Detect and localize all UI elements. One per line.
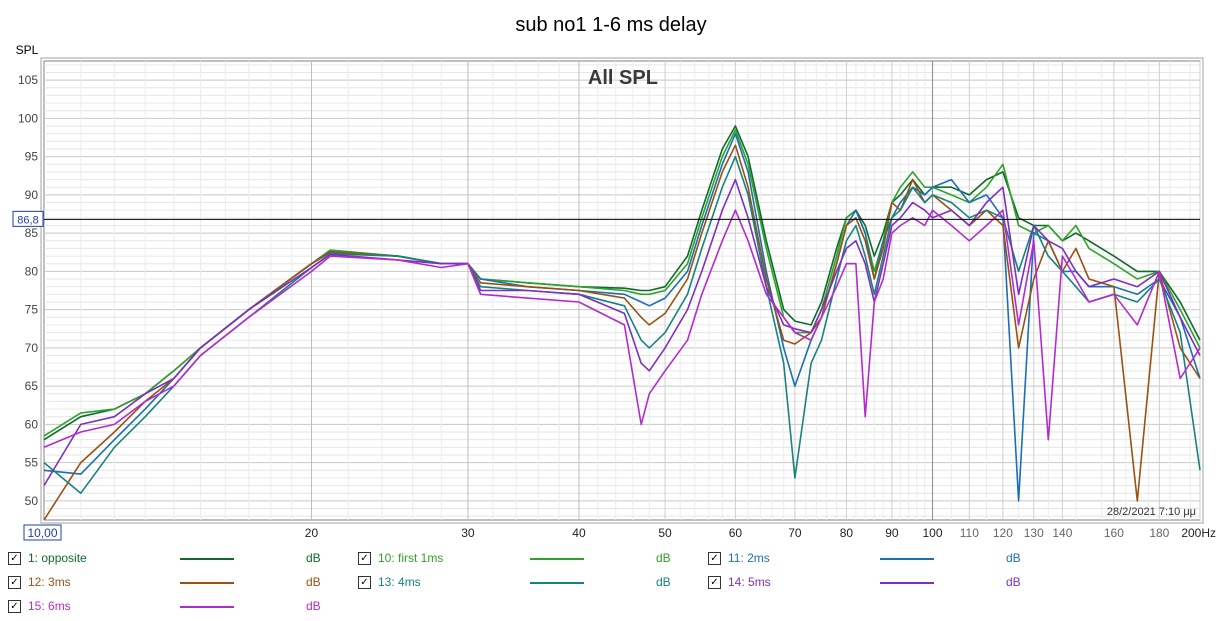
- legend-swatch: [180, 582, 234, 584]
- y-tick-label: 60: [25, 417, 39, 431]
- y-tick-label: 105: [18, 73, 38, 87]
- x-tick-label: 100: [923, 526, 943, 540]
- legend-swatch: [180, 606, 234, 608]
- legend-label: 14: 5ms: [728, 575, 771, 589]
- legend-item[interactable]: ✓ 12: 3ms dB: [8, 573, 338, 593]
- x-tick-label: 60: [729, 526, 743, 540]
- x-tick-label: 120: [993, 526, 1013, 540]
- y-tick-label: 75: [25, 303, 39, 317]
- x-tick-label: 110: [960, 526, 979, 540]
- legend-unit: dB: [306, 575, 321, 589]
- timestamp: 28/2/2021 7:10 μμ: [1107, 506, 1196, 518]
- legend-unit: dB: [306, 599, 321, 613]
- x-tick-label: 80: [840, 526, 854, 540]
- legend-unit: dB: [656, 575, 671, 589]
- legend-item[interactable]: ✓ 11: 2ms dB: [708, 549, 1038, 569]
- x-tick-label: 50: [658, 526, 672, 540]
- x-tick-label: 160: [1104, 526, 1124, 540]
- legend-label: 10: first 1ms: [378, 551, 444, 565]
- legend-label: 13: 4ms: [378, 575, 421, 589]
- legend-swatch: [880, 558, 934, 560]
- x-tick-label: 180: [1149, 526, 1169, 540]
- y-tick-label: 95: [25, 150, 39, 164]
- legend-unit: dB: [1006, 575, 1021, 589]
- y-tick-label: 85: [25, 226, 39, 240]
- x-start-label: 10,00: [27, 526, 57, 540]
- x-tick-label: 130: [1024, 526, 1044, 540]
- x-tick-label: 20: [305, 526, 319, 540]
- legend-swatch: [880, 582, 934, 584]
- legend-unit: dB: [1006, 551, 1021, 565]
- legend-item[interactable]: ✓ 15: 6ms dB: [8, 597, 338, 617]
- x-tick-label: 90: [885, 526, 899, 540]
- legend-item[interactable]: ✓ 14: 5ms dB: [708, 573, 1038, 593]
- x-tick-label: 200Hz: [1181, 526, 1216, 540]
- legend-item[interactable]: ✓ 1: opposite dB: [8, 549, 338, 569]
- y-tick-label: 80: [25, 264, 39, 278]
- y-tick-label: 50: [25, 494, 39, 508]
- y-axis-unit-label: SPL: [16, 43, 39, 57]
- x-tick-label: 140: [1052, 526, 1072, 540]
- legend-item[interactable]: ✓ 10: first 1ms dB: [358, 549, 688, 569]
- x-tick-label: 70: [788, 526, 802, 540]
- legend-item[interactable]: ✓ 13: 4ms dB: [358, 573, 688, 593]
- legend-checkbox[interactable]: ✓: [358, 576, 371, 589]
- y-tick-label: 90: [25, 188, 39, 202]
- legend-swatch: [530, 582, 584, 584]
- legend-checkbox[interactable]: ✓: [8, 576, 21, 589]
- legend-checkbox[interactable]: ✓: [8, 600, 21, 613]
- plot-frame-outer: [40, 57, 1204, 524]
- x-tick-label: 40: [572, 526, 586, 540]
- legend-label: 11: 2ms: [728, 551, 770, 565]
- legend-label: 15: 6ms: [28, 599, 71, 613]
- y-tick-label: 70: [25, 341, 39, 355]
- y-tick-label: 65: [25, 379, 39, 393]
- chart-subtitle: All SPL: [588, 67, 658, 89]
- legend-checkbox[interactable]: ✓: [708, 576, 721, 589]
- x-tick-label: 30: [461, 526, 475, 540]
- y-tick-label: 55: [25, 456, 39, 470]
- legend-checkbox[interactable]: ✓: [358, 552, 371, 565]
- legend-unit: dB: [306, 551, 321, 565]
- chart-title: sub no1 1-6 ms delay: [515, 14, 706, 36]
- legend-checkbox[interactable]: ✓: [8, 552, 21, 565]
- series-line-7: [43, 209, 1201, 449]
- legend-swatch: [180, 558, 234, 560]
- legend-label: 12: 3ms: [28, 575, 71, 589]
- y-tick-label: 100: [18, 111, 38, 125]
- legend-label: 1: opposite: [28, 551, 87, 565]
- legend-checkbox[interactable]: ✓: [708, 552, 721, 565]
- cursor-value-box: [12, 210, 44, 227]
- legend-swatch: [530, 558, 584, 560]
- legend-unit: dB: [656, 551, 671, 565]
- x-start-box: [23, 524, 62, 541]
- cursor-value-label: 86,8: [17, 214, 38, 226]
